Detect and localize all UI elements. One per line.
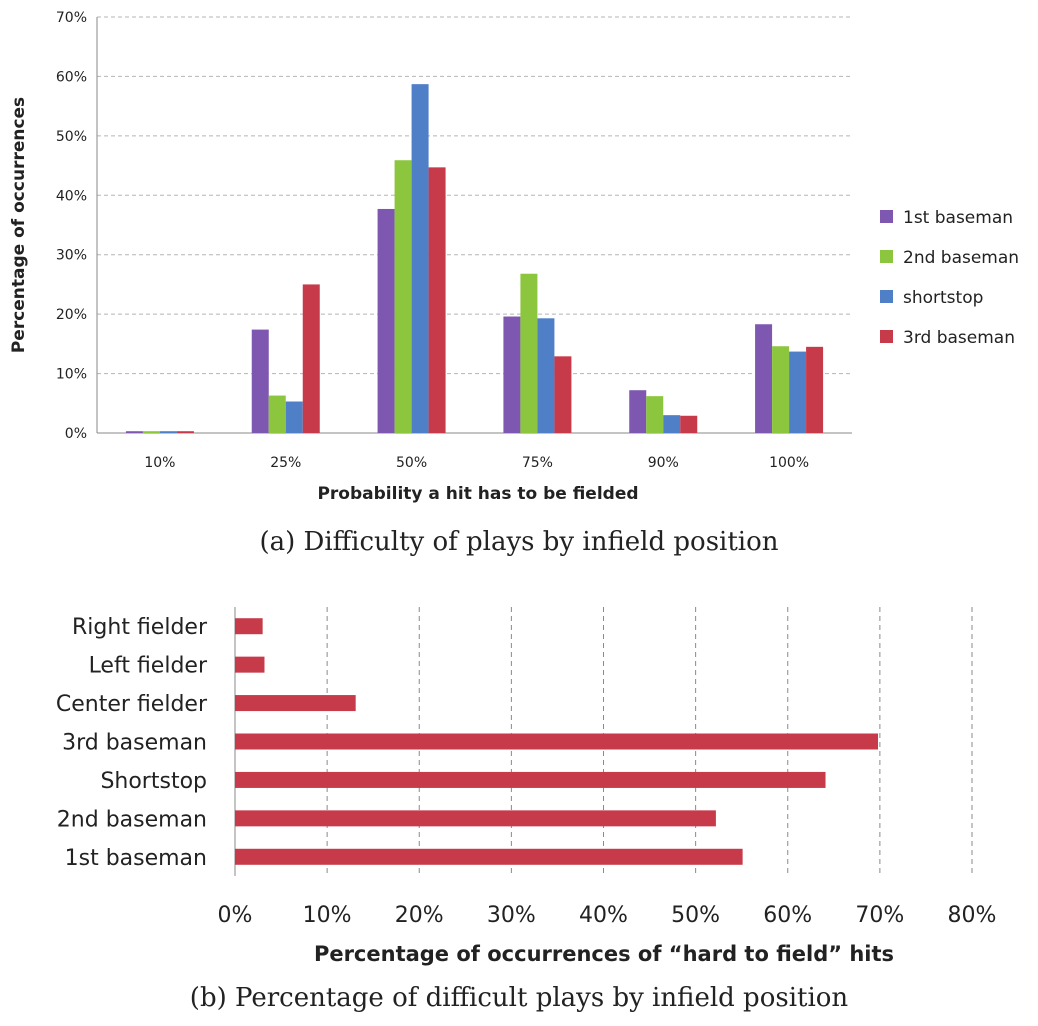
- y-tick-label: 40%: [56, 188, 87, 204]
- bar: [268, 395, 286, 433]
- x-axis-title: Probability a hit has to be fielded: [317, 484, 638, 504]
- x-tick-label: 100%: [769, 455, 809, 471]
- bar: [772, 346, 790, 433]
- bar: [411, 84, 429, 433]
- legend-swatch: [880, 250, 893, 263]
- bar: [629, 390, 647, 433]
- legend-label: 2nd baseman: [903, 248, 1019, 268]
- y-tick-label: 70%: [56, 10, 87, 26]
- legend-swatch: [880, 290, 893, 303]
- bar: [285, 401, 303, 433]
- x-tick-label: 10%: [144, 455, 175, 471]
- x-tick-label: 25%: [270, 455, 301, 471]
- bar: [806, 346, 824, 433]
- y-tick-label: 20%: [56, 307, 87, 323]
- bar: [235, 733, 879, 750]
- x-tick-label: 90%: [648, 455, 679, 471]
- chart-a: 0%10%20%30%40%50%60%70% 10% 25% 50% 75% 90% 1…: [9, 10, 1019, 557]
- category-label: 1st baseman: [65, 846, 207, 871]
- bar: [554, 356, 572, 433]
- caption-a: (a) Difficulty of plays by infield posit…: [259, 527, 778, 557]
- y-gridlines: [97, 16, 852, 375]
- bar: [680, 415, 698, 433]
- x-tick-label: 0%: [218, 903, 253, 928]
- x-tick-label: 50%: [396, 455, 427, 471]
- chart-b: Right fielder Left fielder Center fielder 3…: [56, 607, 997, 1013]
- y-tick-labels: 0% 10% 20% 30% 40% 50% 60% 70%: [56, 10, 87, 442]
- y-tick-label: 60%: [56, 69, 87, 85]
- legend-label: 3rd baseman: [903, 328, 1015, 348]
- x-tick-label: 70%: [855, 903, 904, 928]
- legend-swatch: [880, 210, 893, 223]
- x-tick-label: 20%: [395, 903, 444, 928]
- legend-swatch: [880, 330, 893, 343]
- bar: [394, 160, 412, 434]
- bar: [235, 810, 716, 827]
- bar: [251, 329, 269, 433]
- bar: [142, 431, 160, 433]
- y-tick-label: 30%: [56, 248, 87, 264]
- x-tick-label: 40%: [579, 903, 628, 928]
- x-tick-label: 10%: [303, 903, 352, 928]
- bar: [302, 284, 320, 433]
- bar: [125, 431, 143, 433]
- legend: 1st baseman 2nd baseman shortstop 3rd basem…: [880, 208, 1019, 348]
- legend-label: 1st baseman: [903, 208, 1013, 228]
- bar: [235, 656, 265, 673]
- bar: [663, 415, 681, 433]
- bar: [520, 273, 538, 433]
- y-tick-label: 50%: [56, 129, 87, 145]
- category-labels: Right fielder Left fielder Center fielder 3…: [56, 615, 208, 871]
- bar: [235, 771, 826, 788]
- bar: [159, 431, 177, 433]
- bar: [428, 167, 446, 433]
- category-label: Right fielder: [72, 615, 208, 640]
- category-label: Left fielder: [89, 654, 208, 679]
- bar: [377, 208, 395, 433]
- category-label: 2nd baseman: [57, 807, 207, 832]
- bar: [755, 324, 773, 433]
- bar: [789, 351, 807, 433]
- bars: [125, 84, 824, 434]
- x-axis-title: Percentage of occurrences of “hard to fi…: [314, 942, 894, 966]
- y-tick-label: 0%: [65, 426, 87, 442]
- category-label: Shortstop: [100, 769, 207, 794]
- bar: [176, 431, 194, 433]
- x-tick-label: 30%: [487, 903, 536, 928]
- bar: [235, 618, 263, 635]
- bars: [235, 618, 879, 865]
- category-label: 3rd baseman: [62, 731, 207, 756]
- x-tick-label: 75%: [522, 455, 553, 471]
- bar: [646, 396, 664, 433]
- y-tick-label: 10%: [56, 367, 87, 383]
- bar: [235, 848, 743, 865]
- y-axis-title: Percentage of occurrences: [9, 97, 29, 353]
- x-tick-label: 60%: [763, 903, 812, 928]
- legend-label: shortstop: [903, 288, 983, 308]
- x-tick-label: 80%: [948, 903, 997, 928]
- category-label: Center fielder: [56, 692, 208, 717]
- bar: [503, 316, 521, 433]
- bar: [537, 318, 555, 433]
- x-tick-label: 50%: [671, 903, 720, 928]
- bar: [235, 695, 356, 712]
- caption-b: (b) Percentage of difficult plays by inf…: [190, 983, 849, 1013]
- x-tick-labels: 10% 25% 50% 75% 90% 100%: [144, 455, 809, 471]
- x-tick-labels: 0% 10% 20% 30% 40% 50% 60% 70% 80%: [218, 903, 997, 928]
